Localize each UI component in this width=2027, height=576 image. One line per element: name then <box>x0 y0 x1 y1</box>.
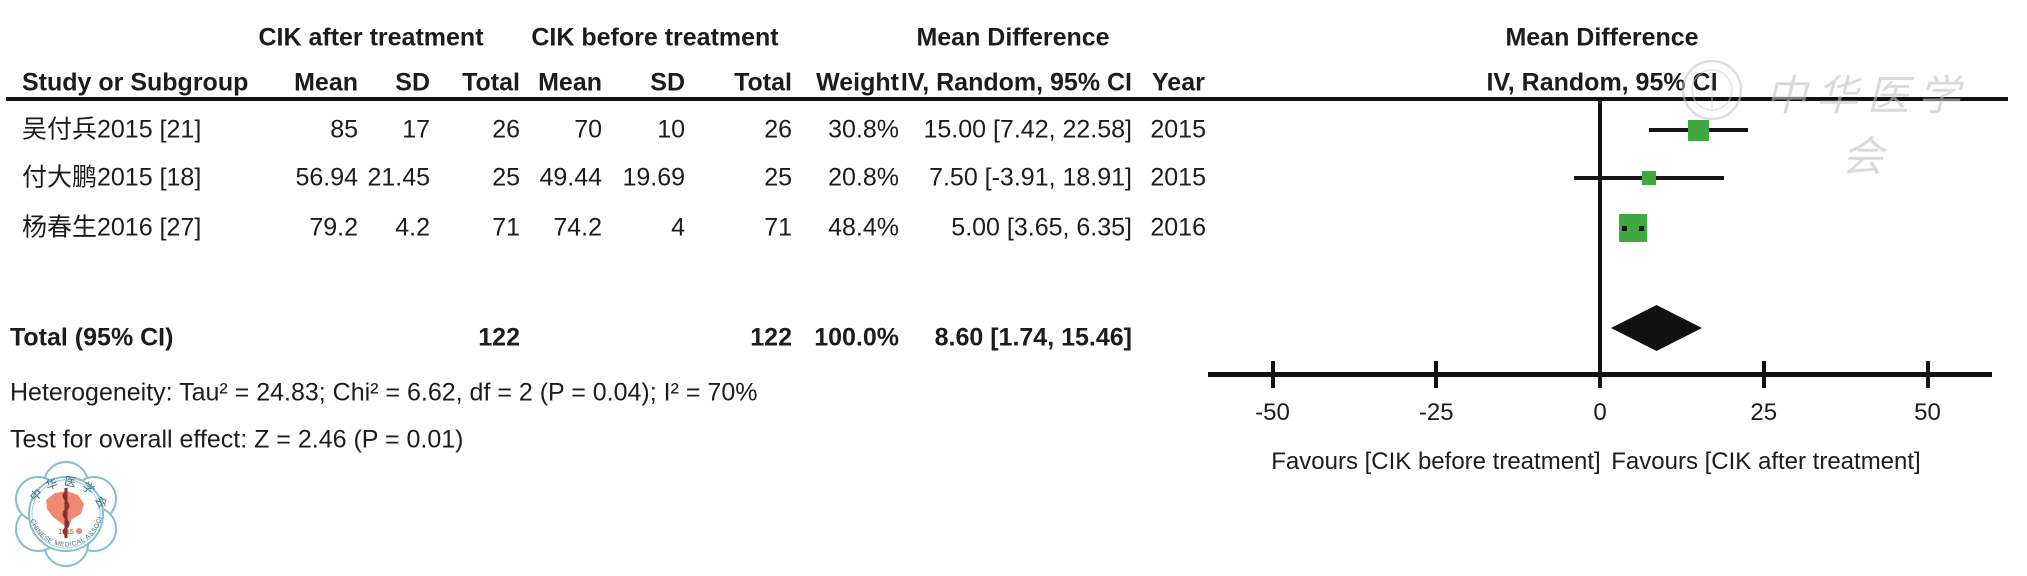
weight-value: 48.4% <box>828 213 899 242</box>
col-header-mean2: Mean <box>538 68 602 97</box>
col-header-ci-plot: IV, Random, 95% CI <box>1486 68 1718 97</box>
group-header-md-plot: Mean Difference <box>1505 23 1699 52</box>
axis-tick-label: -25 <box>1418 399 1454 426</box>
total1-value: 25 <box>492 163 520 192</box>
mean2-value: 70 <box>574 115 602 144</box>
total2-value: 26 <box>764 115 792 144</box>
overall-effect-text: Test for overall effect: Z = 2.46 (P = 0… <box>10 425 464 454</box>
total2-sum: 122 <box>750 323 792 352</box>
col-header-mean1: Mean <box>294 68 358 97</box>
mean2-value: 74.2 <box>553 213 602 242</box>
axis-tick <box>1925 361 1930 388</box>
group-header-experimental: CIK after treatment <box>258 23 484 52</box>
mean1-value: 79.2 <box>309 213 358 242</box>
col-header-study: Study or Subgroup <box>22 68 249 97</box>
sd2-value: 10 <box>657 115 685 144</box>
col-header-sd1: SD <box>395 68 430 97</box>
total1-value: 26 <box>492 115 520 144</box>
total1-sum: 122 <box>478 323 520 352</box>
total-label: Total (95% CI) <box>10 323 174 352</box>
mean2-value: 49.44 <box>539 163 602 192</box>
axis-tick <box>1434 361 1439 388</box>
axis-tick <box>1598 361 1602 388</box>
col-header-total2: Total <box>734 68 792 97</box>
axis-tick-label: 25 <box>1750 399 1778 426</box>
weight-sum: 100.0% <box>814 323 899 352</box>
mean1-value: 56.94 <box>295 163 358 192</box>
total2-value: 71 <box>764 213 792 242</box>
year-value: 2016 <box>1150 213 1206 242</box>
watermark-text: 中华医学会 <box>1764 72 1969 180</box>
watermark-seal-icon <box>1681 59 1743 121</box>
summary-diamond <box>1611 305 1702 351</box>
col-header-sd2: SD <box>650 68 685 97</box>
year-value: 2015 <box>1150 163 1206 192</box>
total2-value: 25 <box>764 163 792 192</box>
ci-value: 7.50 [-3.91, 18.91] <box>929 163 1132 192</box>
axis-tick <box>1761 361 1766 388</box>
sd1-value: 21.45 <box>367 163 430 192</box>
sd1-value: 17 <box>402 115 430 144</box>
year-value: 2015 <box>1150 115 1206 144</box>
axis-tick-label: -50 <box>1255 399 1290 426</box>
study-label: 杨春生2016 [27] <box>22 213 202 242</box>
total1-value: 71 <box>492 213 520 242</box>
col-header-weight: Weight <box>816 68 899 97</box>
ci-value: 15.00 [7.42, 22.58] <box>923 115 1132 144</box>
sd2-value: 19.69 <box>622 163 685 192</box>
effect-square <box>1687 119 1709 141</box>
logo-year-text: 1915 <box>58 529 74 536</box>
ci-value: 5.00 [3.65, 6.35] <box>951 213 1132 242</box>
mean1-value: 85 <box>330 115 358 144</box>
asclepius-snake <box>62 491 70 538</box>
axis-tick-label: 50 <box>1914 399 1941 426</box>
sd2-value: 4 <box>671 213 685 242</box>
weight-value: 30.8% <box>828 115 899 144</box>
zero-line <box>1598 101 1602 374</box>
axis-tick-label: 0 <box>1593 399 1607 426</box>
favours-right-label: Favours [CIK after treatment] <box>1611 448 1921 475</box>
header-underline <box>6 97 2008 101</box>
favours-left-label: Favours [CIK before treatment] <box>1271 448 1601 475</box>
col-header-total1: Total <box>462 68 520 97</box>
cma-logo: 中华医学会 CHINESE MEDICAL ASSOCIATION 1915 <box>8 460 117 567</box>
asclepius-staff <box>64 488 68 538</box>
study-label: 吴付兵2015 [21] <box>22 115 202 144</box>
sd1-value: 4.2 <box>395 213 430 242</box>
group-header-md-table: Mean Difference <box>916 23 1110 52</box>
group-header-control: CIK before treatment <box>531 23 779 52</box>
effect-square <box>1642 171 1657 185</box>
heterogeneity-text: Heterogeneity: Tau² = 24.83; Chi² = 6.62… <box>10 378 758 407</box>
total-ci: 8.60 [1.74, 15.46] <box>934 323 1132 352</box>
study-label: 付大鹏2015 [18] <box>22 163 202 192</box>
axis-tick <box>1270 361 1275 388</box>
weight-value: 20.8% <box>828 163 899 192</box>
col-header-ci: IV, Random, 95% CI <box>900 68 1132 97</box>
col-header-year: Year <box>1152 68 1205 97</box>
ci-end-nub <box>1621 225 1627 231</box>
ci-end-nub <box>1638 225 1644 231</box>
